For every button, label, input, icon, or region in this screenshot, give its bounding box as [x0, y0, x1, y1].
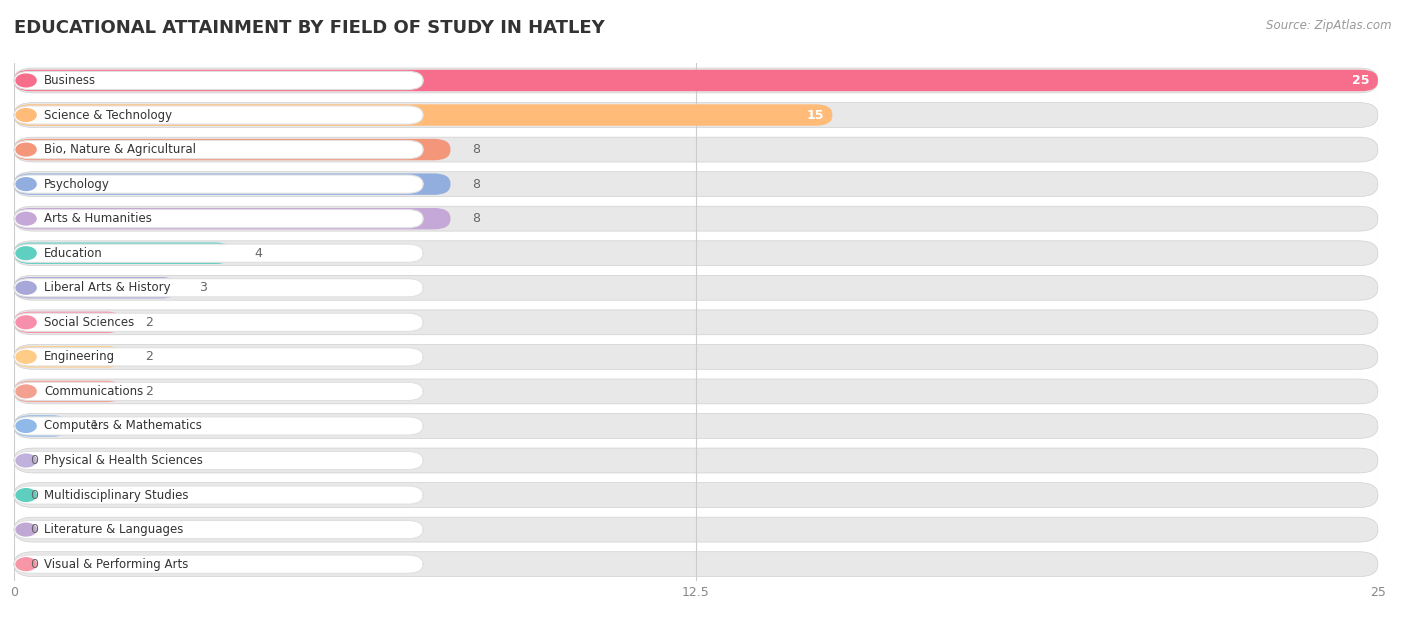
FancyBboxPatch shape: [14, 139, 450, 161]
FancyBboxPatch shape: [14, 106, 423, 124]
FancyBboxPatch shape: [14, 379, 1378, 404]
FancyBboxPatch shape: [14, 208, 450, 229]
Text: 0: 0: [31, 489, 38, 502]
Text: 0: 0: [31, 557, 38, 571]
Text: 3: 3: [200, 281, 208, 295]
FancyBboxPatch shape: [14, 244, 423, 262]
Circle shape: [15, 178, 37, 190]
Text: EDUCATIONAL ATTAINMENT BY FIELD OF STUDY IN HATLEY: EDUCATIONAL ATTAINMENT BY FIELD OF STUDY…: [14, 19, 605, 37]
FancyBboxPatch shape: [14, 70, 1378, 91]
Text: Multidisciplinary Studies: Multidisciplinary Studies: [44, 489, 188, 502]
FancyBboxPatch shape: [14, 344, 1378, 369]
Text: 0: 0: [31, 523, 38, 536]
Text: Visual & Performing Arts: Visual & Performing Arts: [44, 557, 188, 571]
FancyBboxPatch shape: [14, 348, 423, 366]
Circle shape: [15, 281, 37, 294]
FancyBboxPatch shape: [14, 415, 69, 437]
FancyBboxPatch shape: [14, 312, 124, 333]
Circle shape: [15, 109, 37, 121]
FancyBboxPatch shape: [14, 241, 1378, 265]
Text: 4: 4: [254, 246, 262, 260]
Text: 2: 2: [145, 385, 153, 398]
Text: Physical & Health Sciences: Physical & Health Sciences: [44, 454, 202, 467]
Text: Literature & Languages: Literature & Languages: [44, 523, 183, 536]
FancyBboxPatch shape: [14, 276, 1378, 300]
Text: Education: Education: [44, 246, 103, 260]
Text: 2: 2: [145, 350, 153, 363]
Text: Arts & Humanities: Arts & Humanities: [44, 212, 152, 225]
FancyBboxPatch shape: [14, 173, 450, 195]
Text: 8: 8: [472, 178, 481, 191]
Text: 0: 0: [31, 454, 38, 467]
FancyBboxPatch shape: [14, 243, 232, 264]
Text: Liberal Arts & History: Liberal Arts & History: [44, 281, 170, 295]
FancyBboxPatch shape: [14, 451, 423, 470]
FancyBboxPatch shape: [14, 172, 1378, 197]
FancyBboxPatch shape: [14, 102, 1378, 128]
Circle shape: [15, 74, 37, 87]
FancyBboxPatch shape: [14, 206, 1378, 231]
FancyBboxPatch shape: [14, 137, 1378, 162]
FancyBboxPatch shape: [14, 71, 423, 90]
Text: Social Sciences: Social Sciences: [44, 316, 135, 329]
Circle shape: [15, 420, 37, 432]
Circle shape: [15, 316, 37, 329]
Text: 8: 8: [472, 143, 481, 156]
Circle shape: [15, 454, 37, 467]
Text: 1: 1: [90, 420, 98, 432]
FancyBboxPatch shape: [14, 279, 423, 297]
FancyBboxPatch shape: [14, 382, 423, 401]
Circle shape: [15, 523, 37, 536]
FancyBboxPatch shape: [14, 140, 423, 159]
Circle shape: [15, 247, 37, 260]
Text: Source: ZipAtlas.com: Source: ZipAtlas.com: [1267, 19, 1392, 32]
FancyBboxPatch shape: [14, 68, 1378, 93]
FancyBboxPatch shape: [14, 448, 1378, 473]
FancyBboxPatch shape: [14, 380, 124, 402]
FancyBboxPatch shape: [14, 210, 423, 228]
Circle shape: [15, 558, 37, 571]
FancyBboxPatch shape: [14, 346, 124, 368]
Text: 2: 2: [145, 316, 153, 329]
FancyBboxPatch shape: [14, 486, 423, 504]
FancyBboxPatch shape: [14, 313, 423, 331]
Text: Computers & Mathematics: Computers & Mathematics: [44, 420, 202, 432]
Text: Science & Technology: Science & Technology: [44, 109, 172, 121]
Circle shape: [15, 212, 37, 225]
FancyBboxPatch shape: [14, 483, 1378, 507]
Text: Bio, Nature & Agricultural: Bio, Nature & Agricultural: [44, 143, 195, 156]
FancyBboxPatch shape: [14, 555, 423, 573]
FancyBboxPatch shape: [14, 552, 1378, 576]
FancyBboxPatch shape: [14, 417, 423, 435]
Circle shape: [15, 351, 37, 363]
Text: Engineering: Engineering: [44, 350, 115, 363]
FancyBboxPatch shape: [14, 517, 1378, 542]
FancyBboxPatch shape: [14, 104, 832, 126]
Text: Psychology: Psychology: [44, 178, 110, 191]
Circle shape: [15, 489, 37, 501]
Circle shape: [15, 143, 37, 156]
Circle shape: [15, 385, 37, 398]
FancyBboxPatch shape: [14, 413, 1378, 439]
FancyBboxPatch shape: [14, 310, 1378, 335]
Text: Business: Business: [44, 74, 96, 87]
FancyBboxPatch shape: [14, 175, 423, 193]
Text: 15: 15: [807, 109, 824, 121]
FancyBboxPatch shape: [14, 521, 423, 538]
FancyBboxPatch shape: [14, 277, 177, 298]
Text: Communications: Communications: [44, 385, 143, 398]
Text: 25: 25: [1353, 74, 1369, 87]
Text: 8: 8: [472, 212, 481, 225]
